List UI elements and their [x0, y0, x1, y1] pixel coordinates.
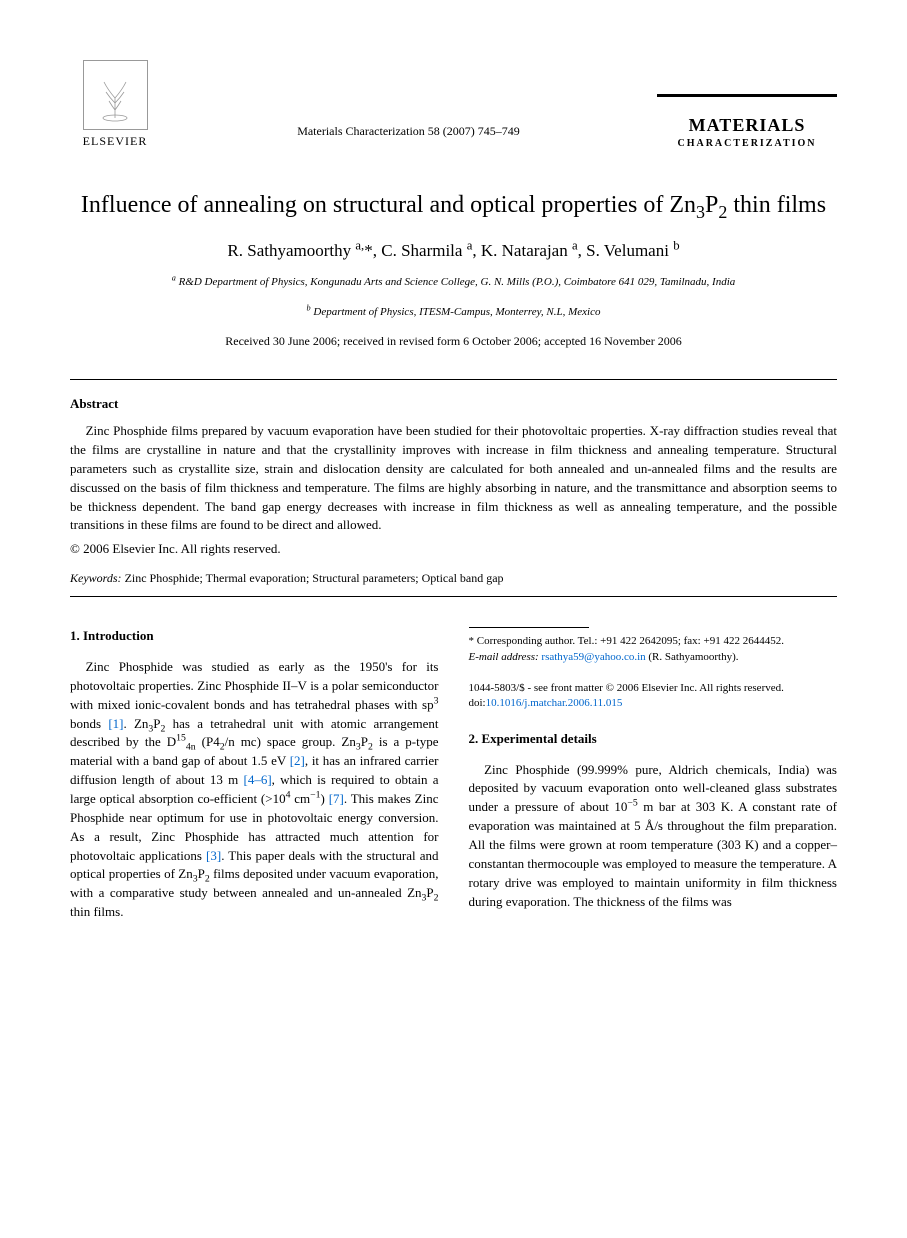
article-dates: Received 30 June 2006; received in revis… — [70, 334, 837, 349]
affiliation-a: a R&D Department of Physics, Kongunadu A… — [70, 275, 837, 290]
exp-paragraph: Zinc Phosphide (99.999% pure, Aldrich ch… — [469, 761, 838, 912]
intro-paragraph: Zinc Phosphide was studied as early as t… — [70, 658, 439, 922]
journal-name: MATERIALS — [657, 115, 837, 136]
corresponding-author-footnote: * Corresponding author. Tel.: +91 422 26… — [469, 634, 838, 665]
elsevier-logo-icon — [83, 60, 148, 130]
footer-doi-line: doi:10.1016/j.matchar.2006.11.015 — [469, 696, 838, 711]
divider-bottom — [70, 596, 837, 597]
email-tail: (R. Sathyamoorthy). — [646, 651, 739, 663]
section-heading-exp: 2. Experimental details — [469, 730, 838, 749]
abstract-label: Abstract — [70, 396, 837, 412]
doi-link[interactable]: 10.1016/j.matchar.2006.11.015 — [486, 697, 623, 709]
email-link[interactable]: rsathya59@yahoo.co.in — [541, 651, 645, 663]
doi-label: doi: — [469, 697, 486, 709]
footnote-rule — [469, 627, 589, 628]
footnote-email-line: E-mail address: rsathya59@yahoo.co.in (R… — [469, 650, 838, 665]
keywords: Keywords: Zinc Phosphide; Thermal evapor… — [70, 571, 837, 586]
journal-rule — [657, 94, 837, 97]
section-heading-intro: 1. Introduction — [70, 627, 439, 646]
footnote-corr: * Corresponding author. Tel.: +91 422 26… — [469, 634, 838, 649]
header-row: ELSEVIER Materials Characterization 58 (… — [70, 60, 837, 149]
publisher-name: ELSEVIER — [83, 134, 148, 149]
footer-line1: 1044-5803/$ - see front matter © 2006 El… — [469, 681, 838, 696]
abstract-body: Zinc Phosphide films prepared by vacuum … — [70, 422, 837, 535]
keywords-label: Keywords: — [70, 571, 122, 585]
email-label: E-mail address: — [469, 651, 539, 663]
footer-info: 1044-5803/$ - see front matter © 2006 El… — [469, 681, 838, 712]
journal-subtitle: CHARACTERIZATION — [657, 138, 837, 149]
body-columns: 1. Introduction Zinc Phosphide was studi… — [70, 627, 837, 931]
divider-top — [70, 379, 837, 380]
publisher-block: ELSEVIER — [70, 60, 160, 149]
affiliation-b: b Department of Physics, ITESM-Campus, M… — [70, 305, 837, 320]
abstract-copyright: © 2006 Elsevier Inc. All rights reserved… — [70, 541, 837, 557]
author-list: R. Sathyamoorthy a,*, C. Sharmila a, K. … — [70, 241, 837, 261]
keywords-text: Zinc Phosphide; Thermal evaporation; Str… — [122, 571, 504, 585]
journal-block: MATERIALS CHARACTERIZATION — [657, 94, 837, 149]
article-title: Influence of annealing on structural and… — [70, 189, 837, 221]
citation-line: Materials Characterization 58 (2007) 745… — [160, 124, 657, 149]
